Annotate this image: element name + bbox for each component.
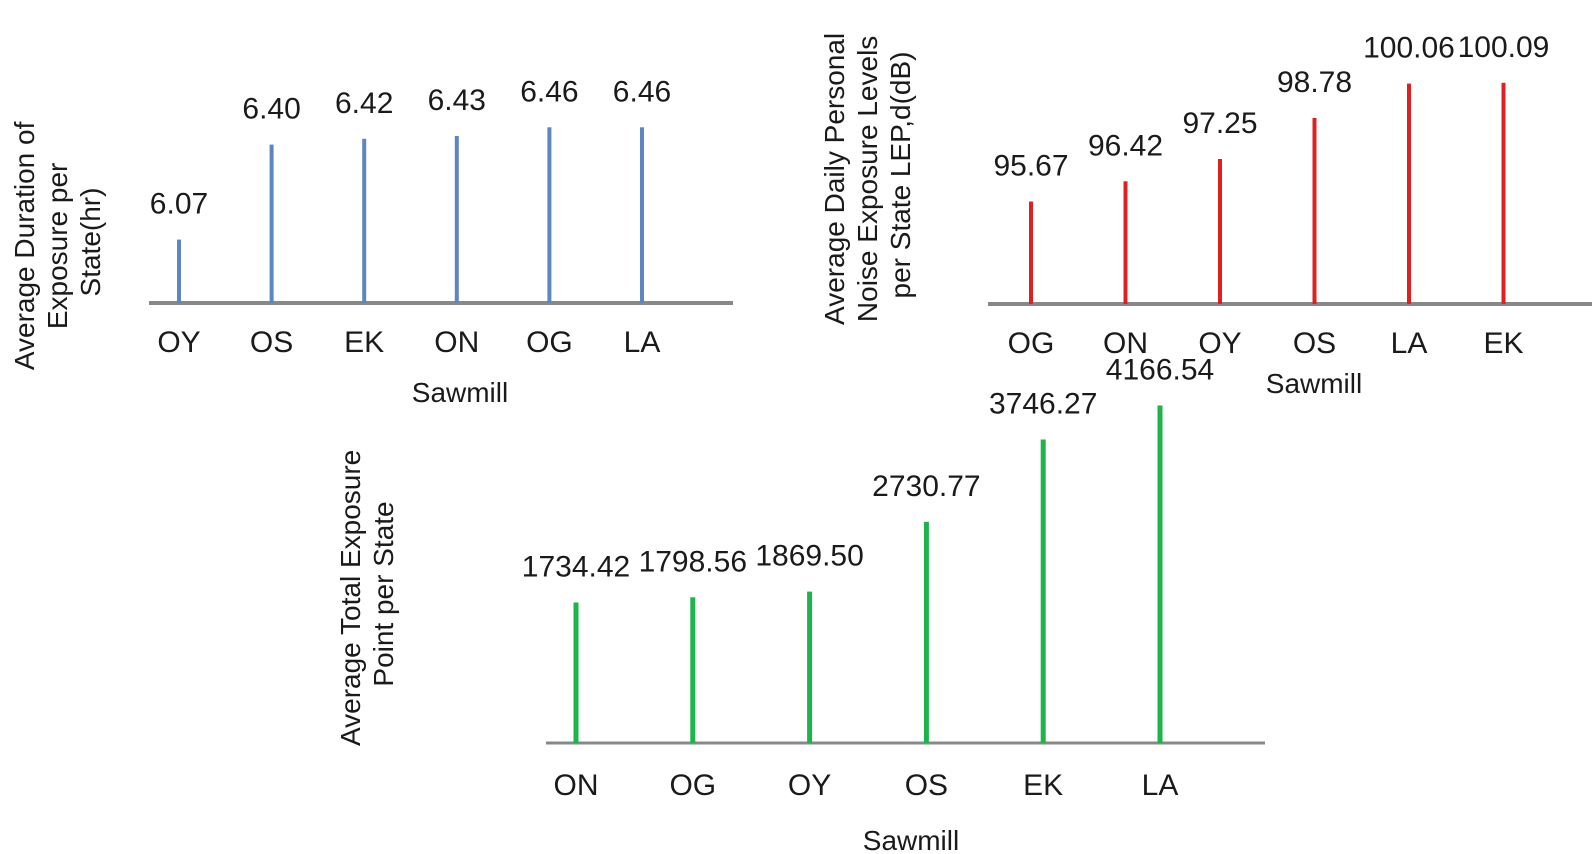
chart-total-value-label-la: 4166.54 (1106, 354, 1214, 387)
chart-noise-category-label-og: OG (1008, 327, 1055, 360)
chart-total-category-label-on: ON (554, 769, 599, 802)
chart-noise-exposure-levels: Average Daily Personal Noise Exposure Le… (819, 25, 1592, 399)
chart-noise-value-label-og: 95.67 (993, 150, 1068, 183)
chart-duration-bar-oy (177, 239, 181, 303)
chart-noise-bar-ek (1501, 82, 1506, 304)
chart-duration-bar-os (269, 144, 274, 303)
chart-noise-ylabel: Average Daily Personal Noise Exposure Le… (819, 25, 916, 325)
chart-duration-of-exposure: Average Duration of Exposure per State(h… (9, 75, 733, 408)
chart-total-bar-oy (807, 591, 813, 743)
chart-noise-category-label-os: OS (1293, 327, 1336, 360)
chart-duration-category-label-on: ON (434, 326, 479, 359)
chart-noise-bar-on (1123, 181, 1128, 304)
chart-total-category-label-la: LA (1142, 769, 1179, 802)
chart-duration-xlabel: Sawmill (412, 377, 508, 408)
chart-total-bar-ek (1040, 439, 1046, 743)
chart-total-exposure-point: Average Total Exposure Point per State S… (335, 354, 1265, 854)
chart-noise-value-label-la: 100.06 (1363, 32, 1455, 65)
chart-noise-value-label-oy: 97.25 (1182, 107, 1257, 140)
chart-duration-category-label-ek: EK (344, 326, 384, 359)
chart-total-category-label-os: OS (905, 769, 948, 802)
chart-total-value-label-os: 2730.77 (872, 470, 980, 503)
chart-total-value-label-on: 1734.42 (522, 551, 630, 584)
chart-duration-value-label-oy: 6.07 (150, 188, 208, 221)
chart-noise-bar-la (1407, 83, 1411, 304)
chart-duration-value-label-on: 6.43 (428, 84, 486, 117)
chart-total-bar-on (573, 602, 579, 743)
chart-total-ylabel: Average Total Exposure Point per State (335, 442, 399, 746)
chart-total-bar-la (1157, 405, 1163, 743)
chart-total-xlabel: Sawmill (863, 825, 959, 854)
chart-noise-bar-os (1312, 118, 1317, 304)
chart-noise-value-label-on: 96.42 (1088, 129, 1163, 162)
chart-total-category-label-og: OG (669, 769, 716, 802)
chart-total-value-label-ek: 3746.27 (989, 388, 1097, 421)
chart-duration-category-label-os: OS (250, 326, 293, 359)
chart-noise-xlabel: Sawmill (1266, 368, 1362, 399)
chart-total-value-label-og: 1798.56 (639, 545, 747, 578)
chart-total-bar-og (690, 597, 696, 743)
chart-total-category-label-ek: EK (1023, 769, 1063, 802)
chart-duration-ylabel: Average Duration of Exposure per State(h… (9, 114, 106, 370)
chart-total-value-label-oy: 1869.50 (755, 540, 863, 573)
chart-duration-value-label-la: 6.46 (613, 75, 671, 108)
chart-noise-bar-oy (1218, 159, 1222, 304)
chart-noise-value-label-ek: 100.09 (1458, 31, 1550, 64)
chart-duration-bar-ek (362, 138, 367, 303)
chart-duration-value-label-og: 6.46 (520, 75, 578, 108)
chart-total-bar-os (923, 521, 929, 743)
chart-duration-category-label-oy: OY (157, 326, 200, 359)
chart-noise-category-label-oy: OY (1198, 327, 1241, 360)
chart-noise-category-label-ek: EK (1483, 327, 1523, 360)
chart-noise-category-label-la: LA (1391, 327, 1428, 360)
chart-duration-value-label-ek: 6.42 (335, 87, 393, 120)
chart-total-category-label-oy: OY (788, 769, 831, 802)
chart-duration-bar-og (547, 127, 552, 303)
chart-duration-category-label-og: OG (526, 326, 573, 359)
chart-noise-value-label-os: 98.78 (1277, 66, 1352, 99)
chart-duration-value-label-os: 6.40 (242, 93, 300, 126)
chart-duration-bar-la (640, 127, 644, 303)
chart-noise-category-label-on: ON (1103, 327, 1148, 360)
chart-noise-bar-og (1029, 201, 1033, 304)
chart-duration-category-label-la: LA (624, 326, 661, 359)
chart-duration-bar-on (454, 136, 459, 303)
